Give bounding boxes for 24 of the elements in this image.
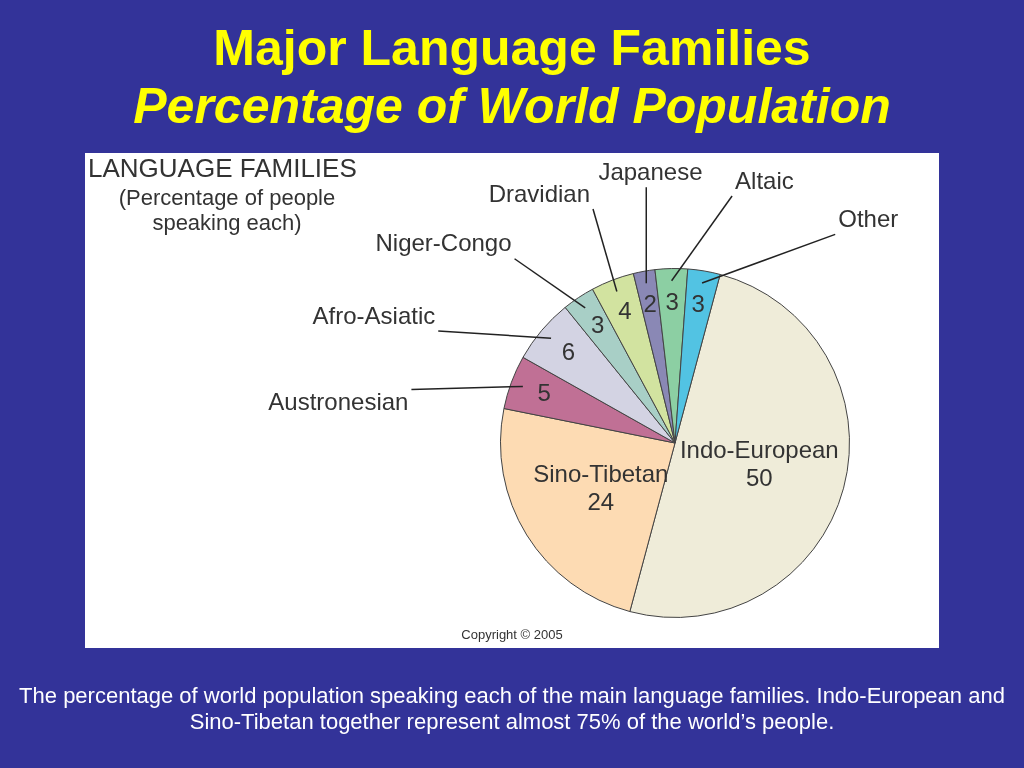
chart-subtitle: Percentage of World Population	[132, 78, 892, 134]
data-label: 3	[665, 288, 679, 316]
chart-title: Major Language Families	[212, 20, 812, 76]
data-label: 6	[561, 337, 576, 365]
slice-label: Japanese	[598, 157, 703, 185]
slice-label: Austronesian	[268, 388, 409, 416]
data-label: 2	[643, 290, 657, 318]
text: Copyright © 2005	[460, 626, 564, 644]
text: LANGUAGE FAMILIES	[88, 153, 357, 183]
data-label: 5	[537, 378, 551, 406]
slice-label: Other	[838, 204, 899, 232]
slice-label: Niger-Congo	[375, 229, 512, 257]
slice-label: Indo-European	[679, 436, 839, 464]
slice-label: Altaic	[735, 166, 794, 194]
text: The percentage of world population speaking each of the main language families. Indo-European and Sino-Tibetan together represent almost 75% of the world’s people.	[18, 683, 1006, 735]
data-label: 4	[618, 297, 632, 325]
slice-label: Afro-Asiatic	[312, 301, 436, 329]
data-label: 3	[691, 289, 705, 317]
text: (Percentage of people speaking each)	[117, 185, 337, 235]
slice-label: Sino-Tibetan	[533, 459, 669, 487]
slice-label: Dravidian	[488, 179, 591, 207]
data-label: 24	[587, 487, 615, 515]
data-label: 50	[745, 464, 773, 492]
data-label: 3	[591, 311, 605, 339]
